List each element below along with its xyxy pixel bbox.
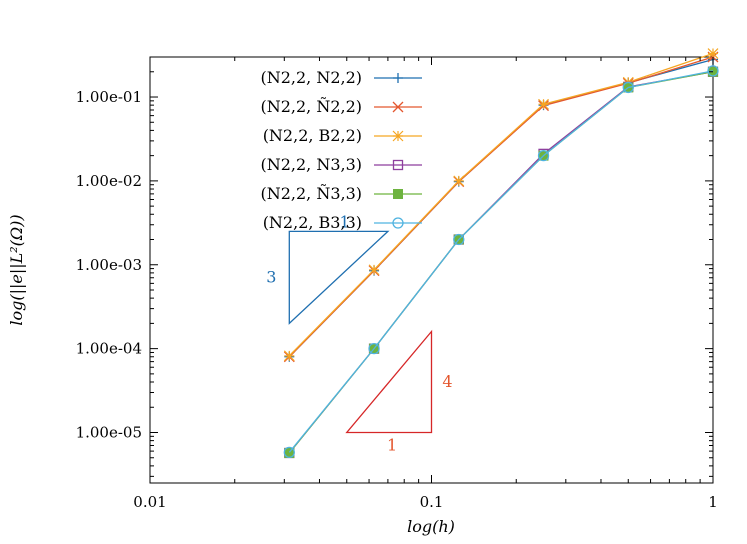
legend-marker — [392, 217, 404, 229]
legend-label: (N2,2, B2,2) — [263, 126, 362, 145]
legend-label: (N2,2, Ñ2,2) — [260, 96, 362, 116]
triangle-shape — [288, 230, 390, 325]
legend-entry-5: (N2,2, Ñ3,3) — [260, 183, 422, 203]
legend-label: (N2,2, Ñ3,3) — [260, 183, 362, 203]
y-tick-label: 1.00e-01 — [76, 88, 142, 106]
series-3 — [283, 48, 719, 362]
data-point — [283, 446, 295, 458]
legend: (N2,2, N2,2) (N2,2, Ñ2,2) (N2,2, B2,2) (N2,… — [260, 68, 422, 232]
legend-marker — [392, 159, 404, 171]
legend-marker — [393, 189, 403, 199]
series-6 — [283, 65, 719, 458]
data-point — [453, 175, 465, 187]
data-point — [538, 98, 549, 110]
legend-entry-4: (N2,2, N3,3) — [260, 155, 422, 174]
y-tick-label: 1.00e-03 — [76, 256, 142, 274]
y-tick-label: 1.00e-02 — [76, 172, 142, 190]
x-tick-label: 0.1 — [420, 493, 444, 511]
data-point — [622, 81, 634, 94]
slope-triangle-2: 14 — [345, 329, 453, 455]
data-point — [537, 149, 550, 162]
data-point — [368, 264, 380, 276]
series-line — [288, 52, 714, 357]
x-tick-label: 1 — [708, 493, 718, 511]
rise-label: 4 — [442, 372, 452, 391]
data-point — [283, 350, 295, 362]
legend-entry-1: (N2,2, N2,2) — [260, 68, 422, 87]
legend-label: (N2,2, B3,3) — [263, 213, 362, 232]
triangle-shape — [345, 329, 433, 434]
run-label: 1 — [340, 212, 350, 231]
slope-triangle-1: 13 — [266, 212, 390, 325]
legend-marker — [393, 73, 403, 83]
x-tick-label: 0.01 — [133, 493, 166, 511]
legend-entry-6: (N2,2, B3,3) — [263, 213, 422, 232]
axes: 0.01 0.1 1 1.00e-05 1.00e-04 1.00e-03 1.00e-02… — [76, 57, 718, 511]
y-axis-label: log(||e||L²(Ω)) — [7, 214, 26, 325]
data-point — [707, 48, 719, 59]
data-point — [453, 233, 465, 246]
rise-label: 3 — [266, 267, 276, 286]
legend-marker — [392, 130, 404, 142]
legend-entry-3: (N2,2, B2,2) — [263, 126, 422, 145]
legend-label: (N2,2, N2,2) — [260, 68, 362, 87]
y-tick-label: 1.00e-04 — [76, 340, 142, 358]
series-lines — [283, 48, 719, 459]
data-point — [368, 342, 380, 355]
x-axis-label: log(h) — [407, 517, 455, 536]
legend-marker — [392, 101, 404, 113]
series-line — [288, 70, 714, 453]
data-point — [707, 65, 719, 77]
legend-label: (N2,2, N3,3) — [260, 155, 362, 174]
legend-entry-2: (N2,2, Ñ2,2) — [260, 96, 422, 116]
run-label: 1 — [387, 436, 397, 455]
y-tick-label: 1.00e-05 — [76, 424, 142, 442]
